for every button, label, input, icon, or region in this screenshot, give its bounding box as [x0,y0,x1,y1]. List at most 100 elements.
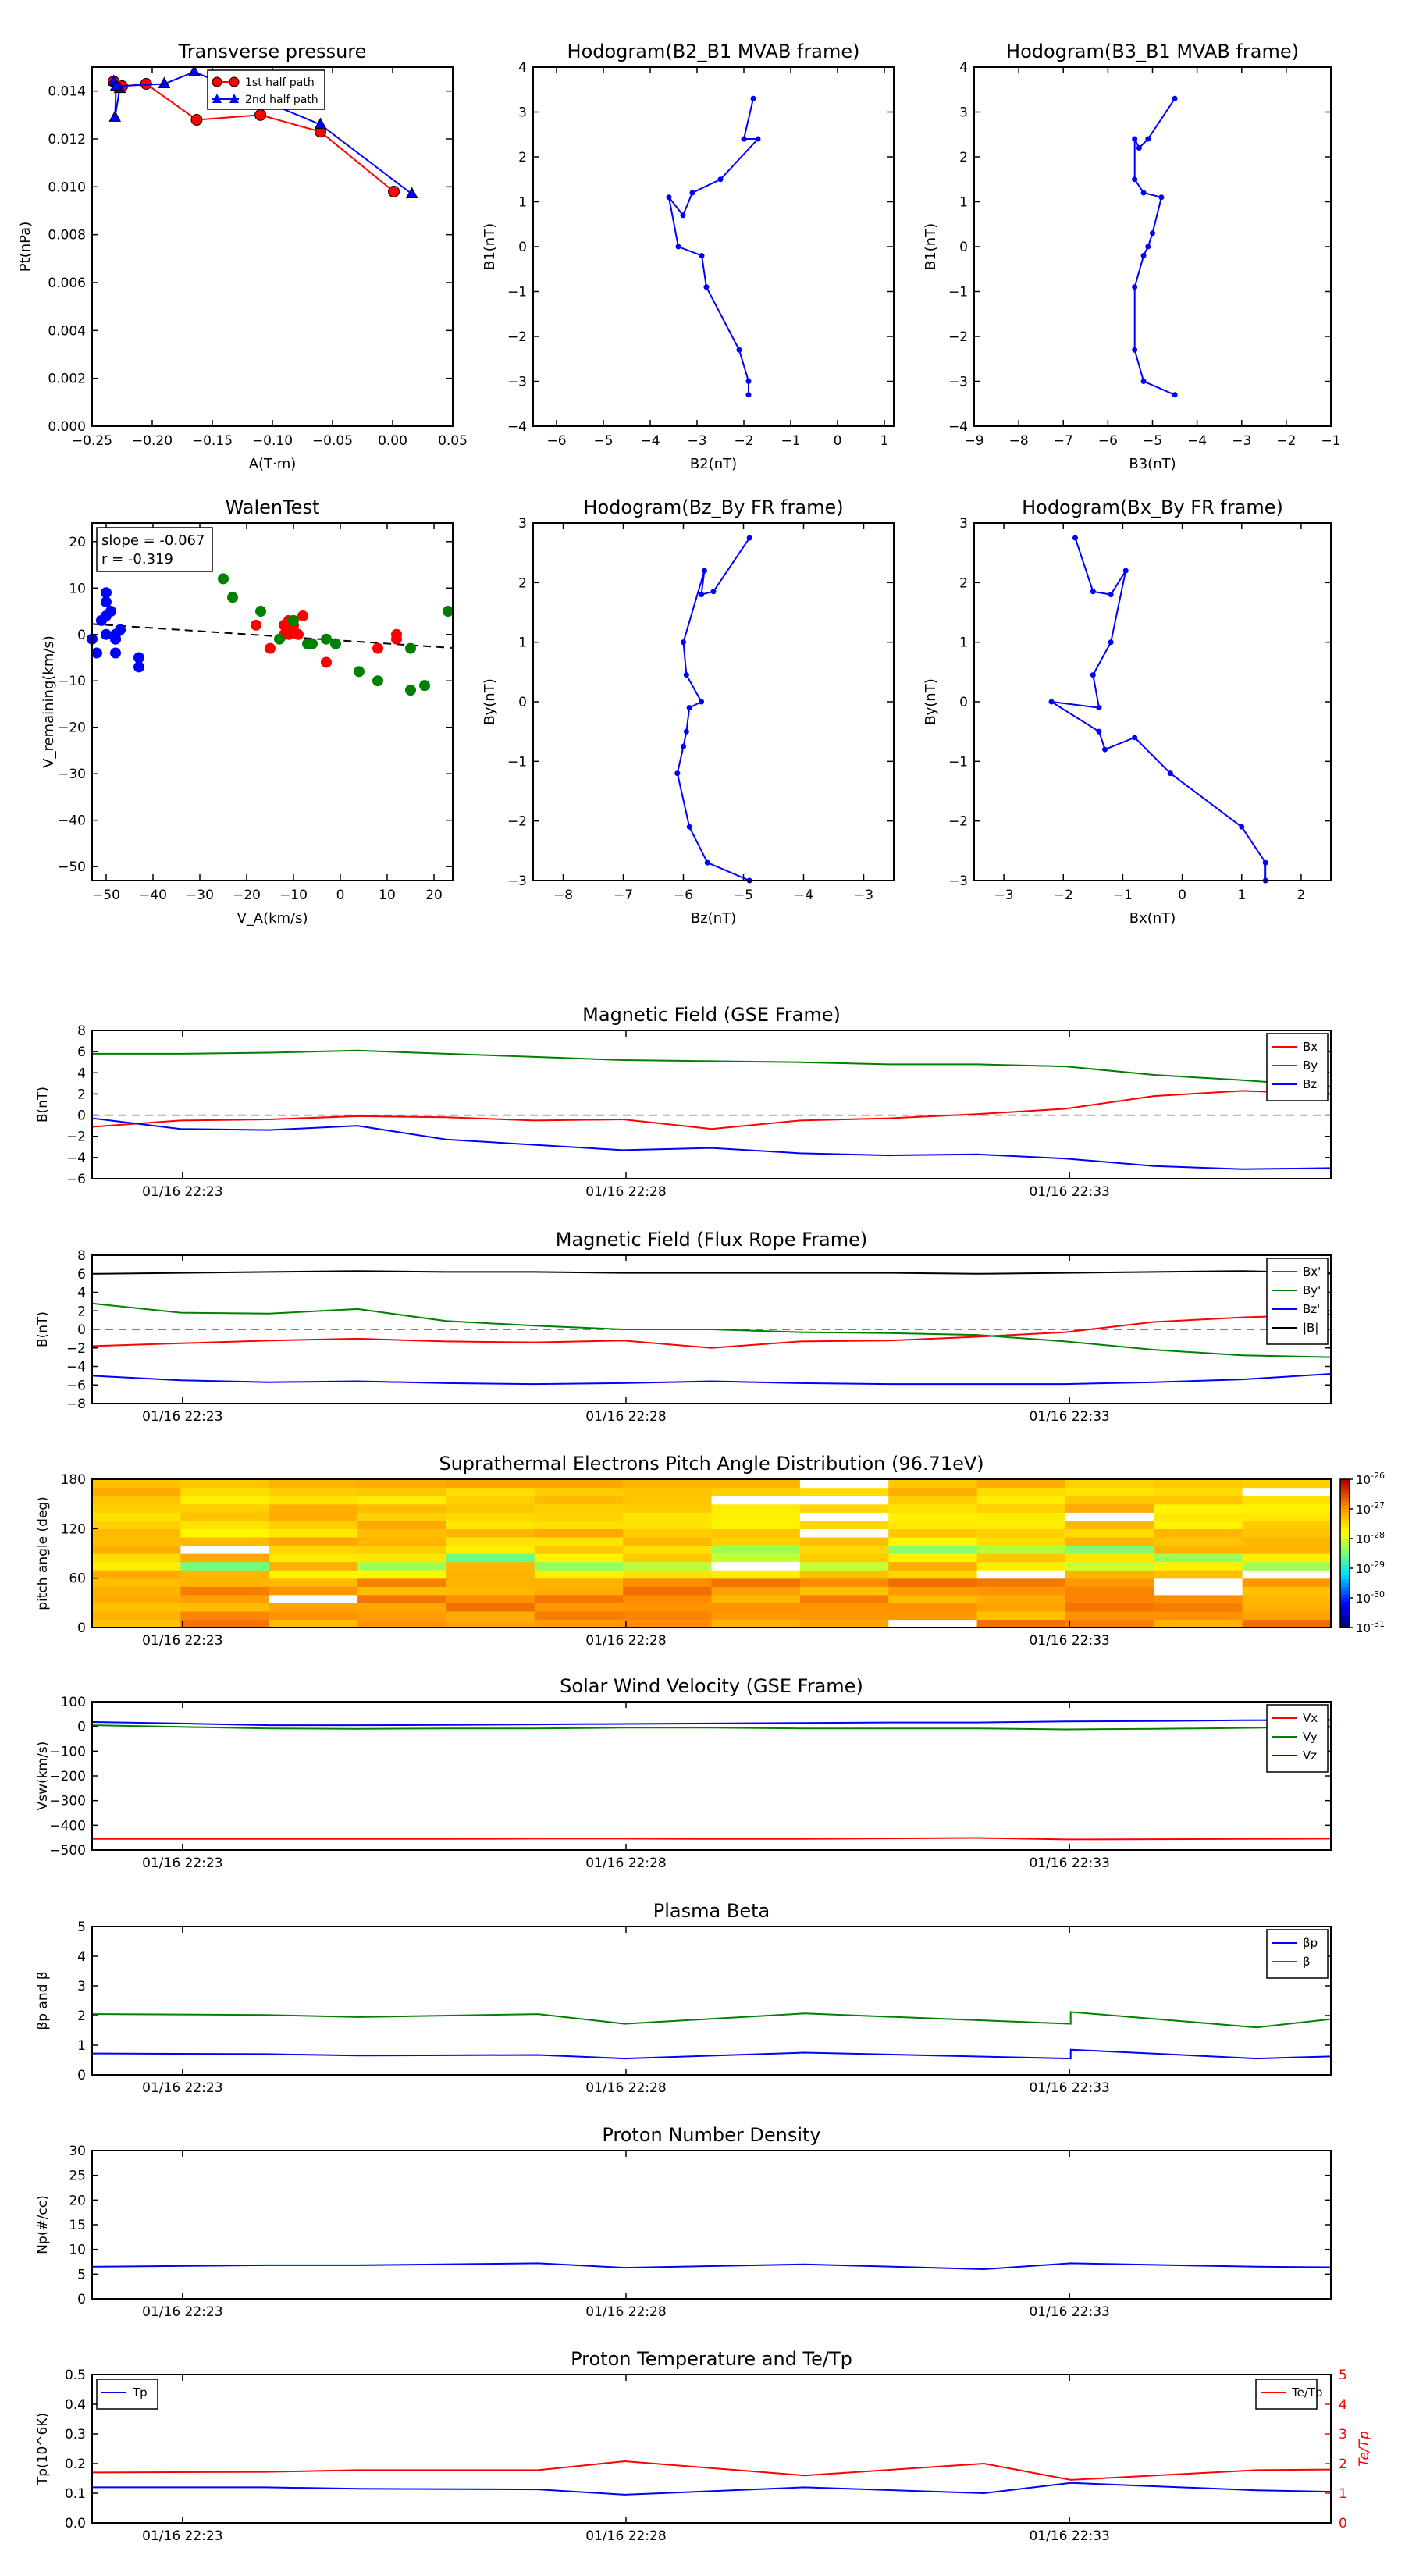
heatmap-cell [977,1528,1066,1537]
data-point [308,639,318,649]
x-tick-label: 1 [880,433,889,449]
heatmap-cell [712,1496,801,1504]
y-tick-label: 0.3 [65,2427,86,2443]
x-tick-label: −3 [994,888,1014,903]
heatmap-cell [977,1570,1066,1578]
series-line-hodogram [1135,98,1175,395]
heatmap-cell [180,1479,269,1488]
x-tick-label: 01/16 22:28 [585,2080,666,2096]
colorbar-segment [1340,1479,1350,1483]
colorbar-segment [1340,1583,1350,1587]
heatmap-cell [1154,1537,1243,1546]
x-tick-label: −6 [1098,433,1118,449]
heatmap-cell [357,1528,446,1537]
data-point [1263,860,1268,866]
data-point [92,648,102,658]
data-point [101,588,112,598]
heatmap-cell [977,1619,1066,1628]
heatmap-cell [180,1512,269,1521]
y-tick-label: 4 [959,60,968,76]
heatmap-cell [535,1619,624,1628]
transverse-pressure-panel: −0.25 −0.20 −0.15 −0.10 −0.05 0.00 0.05 0.000 0.… [17,41,468,472]
x-tick-label: −3 [854,888,873,903]
heatmap-cell [712,1528,801,1537]
data-point [354,667,365,677]
y-tick-label: −2 [507,814,527,830]
heatmap-cell [269,1619,358,1628]
x-tick-label: −3 [1232,433,1251,449]
heatmap-cell [977,1488,1066,1496]
series-line-Vx [92,1838,1331,1840]
heatmap-cell [535,1570,624,1578]
data-point [751,96,756,101]
y-tick-label: 5 [77,2267,86,2282]
heatmap-cell [1243,1611,1332,1620]
data-point [1049,699,1055,705]
heatmap-cell [800,1586,889,1595]
y-tick-label: −2 [66,1341,86,1357]
x-tick-label: −1 [1113,888,1133,903]
data-point [134,653,144,663]
heatmap-cell [977,1521,1066,1529]
heatmap-cell [446,1545,535,1553]
data-point [111,634,121,644]
y-tick-label: 0 [959,695,968,710]
heatmap-cell [92,1496,181,1504]
heatmap-cell [535,1586,624,1595]
x-tick-label: 01/16 22:33 [1029,1633,1109,1649]
legend-label: Bz [1303,1077,1317,1091]
colorbar-segment [1340,1553,1350,1557]
y-tick-label: 4 [77,1286,86,1301]
y-tick-label: −20 [58,720,86,736]
chart-title: Hodogram(B3_B1 MVAB frame) [1006,41,1299,62]
chart-title: Solar Wind Velocity (GSE Frame) [560,1675,863,1697]
heatmap-cell [623,1578,712,1587]
heatmap-cell [535,1512,624,1521]
colorbar-segment [1340,1557,1350,1561]
y-tick-label: 3 [77,1979,86,1994]
colorbar-segment [1340,1576,1350,1580]
data-point [690,190,695,196]
heatmap-cell [269,1537,358,1546]
colorbar-segment [1340,1513,1350,1517]
heatmap-cell [1065,1553,1154,1562]
x-tick-label: −7 [614,888,633,903]
heatmap-cell [446,1496,535,1504]
x-tick-label: −0.15 [192,433,233,449]
y-tick-label: 3 [959,516,968,532]
heatmap-cell [446,1528,535,1537]
series-line-By [92,1051,1331,1087]
x-tick-label: −6 [546,433,566,449]
x-tick-label: 01/16 22:23 [142,2528,222,2544]
data-point [392,634,402,644]
colorbar-segment [1340,1483,1350,1487]
y-axis-label: Pt(nPa) [17,222,34,272]
colorbar-segment [1340,1550,1350,1553]
legend-label: 2nd half path [245,94,318,106]
data-point [1141,190,1147,196]
y-tick-label: −1 [507,285,527,301]
data-point [1136,145,1142,151]
heatmap-cell [1065,1595,1154,1603]
heatmap-cell [888,1570,977,1578]
heatmap-cell [1065,1586,1154,1595]
x-tick-label: −1 [781,433,800,449]
x-tick-label: −50 [92,888,120,903]
data-point [667,194,672,200]
y-tick-label: −10 [58,674,86,689]
y-tick-label: −4 [66,1360,86,1375]
x-tick-label: 01/16 22:33 [1029,2080,1109,2096]
heatmap-cell [269,1562,358,1571]
heatmap-cell [1243,1570,1332,1578]
y-tick-label: 20 [69,535,86,550]
heatmap-cell [1243,1537,1332,1546]
y-axis-label: pitch angle (deg) [35,1496,51,1610]
heatmap-cell [357,1586,446,1595]
x-tick-label: 0 [336,888,345,903]
data-point [699,699,704,705]
heatmap-cell [800,1619,889,1628]
heatmap-cell [800,1578,889,1587]
heatmap-cell [92,1578,181,1587]
y-tick-label: 0.1 [65,2486,86,2502]
colorbar-exponent: -26 [1371,1471,1385,1481]
